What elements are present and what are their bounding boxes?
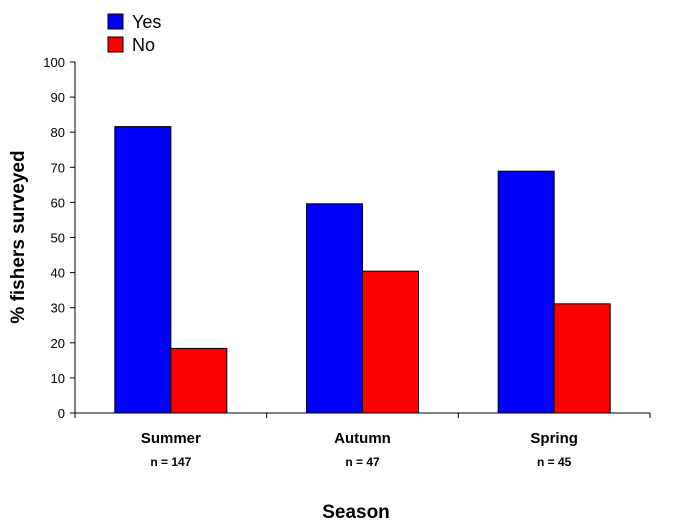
legend-label-yes: Yes xyxy=(132,12,161,32)
bar-yes-spring xyxy=(497,170,555,414)
x-category-sample-size: n = 147 xyxy=(150,455,191,469)
y-tick-label: 20 xyxy=(51,336,65,351)
x-category-sample-size: n = 45 xyxy=(537,455,572,469)
bar-yes-summer xyxy=(114,126,172,414)
y-tick-label: 100 xyxy=(43,55,65,70)
y-tick-label: 90 xyxy=(51,90,65,105)
y-tick-label: 40 xyxy=(51,266,65,281)
y-tick-label: 50 xyxy=(51,231,65,246)
bar-no-summer xyxy=(170,347,228,414)
y-tick-label: 0 xyxy=(58,406,65,421)
x-axis: Summer n = 147 Autumn n = 47 Spring n = 45 xyxy=(74,412,651,469)
bars xyxy=(114,126,611,414)
bar-yes-autumn xyxy=(306,203,363,414)
x-category-label: Spring xyxy=(530,430,578,447)
y-axis-title: % fishers surveyed xyxy=(8,150,29,323)
y-tick-label: 30 xyxy=(51,301,65,316)
x-category-label: Autumn xyxy=(334,430,391,447)
legend-swatch-yes xyxy=(107,13,124,30)
legend: Yes No xyxy=(107,12,161,55)
y-tick-label: 10 xyxy=(51,371,65,386)
legend-swatch-no xyxy=(107,36,124,53)
y-axis: 0 10 20 30 40 50 60 70 80 90 100 xyxy=(43,55,76,421)
x-category-sample-size: n = 47 xyxy=(345,455,380,469)
x-category-label: Summer xyxy=(141,430,201,447)
x-axis-title: Season xyxy=(322,502,390,522)
y-tick-label: 80 xyxy=(51,125,65,140)
bar-no-spring xyxy=(553,303,611,414)
y-tick-label: 60 xyxy=(51,195,65,210)
bar-no-autumn xyxy=(362,270,419,414)
legend-label-no: No xyxy=(132,35,155,55)
y-tick-label: 70 xyxy=(51,160,65,175)
